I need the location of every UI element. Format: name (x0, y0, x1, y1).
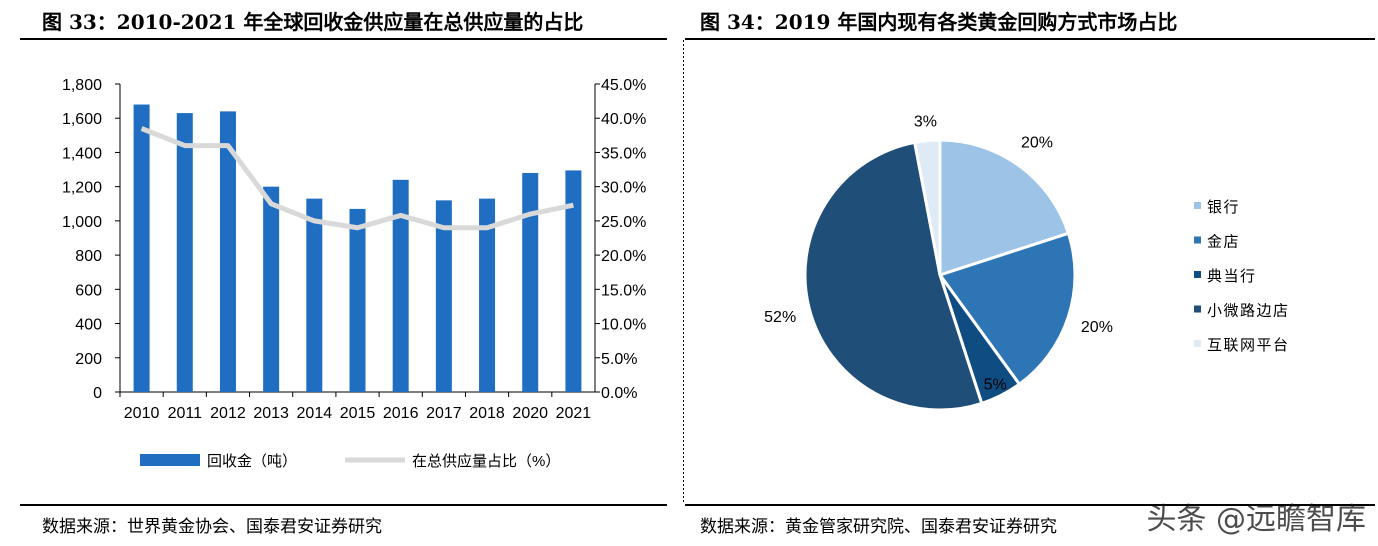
pie-slice (938, 138, 1071, 278)
y-right-tick-label: 15.0% (601, 282, 646, 299)
y-left-tick-label: 800 (75, 248, 102, 265)
y-right-tick-label: 25.0% (601, 214, 646, 231)
x-tick-label: 2021 (556, 405, 592, 422)
share-line (140, 126, 574, 231)
bar (479, 198, 496, 392)
bar (306, 198, 323, 392)
source-note-left: 数据来源：世界黄金协会、国泰君安证券研究 (42, 517, 382, 537)
y-right-tick-label: 30.0% (601, 180, 646, 197)
legend-label-line: 在总供应量占比（%） (412, 452, 560, 470)
y-right-tick-label: 0.0% (601, 385, 637, 402)
legend-label: 银行 (1207, 199, 1240, 216)
y-left-tick-label: 1,800 (62, 77, 102, 94)
legend-swatch (1194, 340, 1201, 347)
bar (435, 200, 452, 392)
y-left-tick-label: 400 (75, 317, 102, 334)
pie-slice (803, 140, 984, 412)
panel-divider (683, 40, 684, 504)
chart-title-left: 图 33：2010-2021 年全球回收金供应量在总供应量的占比 (42, 10, 584, 34)
y-right-tick-label: 5.0% (601, 351, 637, 368)
legend-label: 金店 (1207, 234, 1240, 251)
y-left-tick-label: 600 (75, 282, 102, 299)
pie-slice-label: 20% (1021, 135, 1053, 152)
bar-line-chart: 0 200 400 600 800 1,000 1,200 1,400 1,600 1,800 0.… (62, 77, 646, 470)
chart-title-right: 图 34：2019 年国内现有各类黄金回购方式市场占比 (700, 10, 1178, 34)
y-left-tick-label: 1,200 (62, 180, 102, 197)
y-left-tick-label: 1,600 (62, 111, 102, 128)
bottom-rule-left (20, 504, 667, 506)
bar (219, 111, 236, 392)
bar (522, 172, 539, 392)
pie-slice-label: 20% (1081, 319, 1113, 336)
pie-slice-label: 5% (984, 376, 1007, 393)
x-tick-label: 2012 (210, 405, 246, 422)
legend-swatch (1194, 236, 1201, 244)
x-tick-label: 2017 (426, 405, 462, 422)
y-right-tick-label: 45.0% (601, 77, 646, 94)
legend-swatch (1194, 271, 1201, 278)
x-tick-label: 2020 (512, 405, 548, 422)
x-tick-label: 2013 (253, 405, 289, 422)
legend-label: 典当行 (1207, 268, 1257, 285)
top-rule-left (20, 38, 667, 40)
legend-label: 互联网平台 (1207, 337, 1290, 354)
legend-swatch-bars (140, 454, 200, 466)
legend-label: 小微路边店 (1207, 303, 1290, 320)
legend-swatch (1194, 202, 1201, 209)
y-left-tick-label: 200 (75, 351, 102, 368)
x-tick-label: 2011 (168, 405, 203, 422)
bar (349, 208, 366, 392)
pie-slice (937, 231, 1077, 387)
y-right-tick-label: 20.0% (601, 248, 646, 265)
y-right-tick-label: 35.0% (601, 145, 646, 162)
bar (565, 170, 582, 392)
bar (133, 104, 150, 393)
source-note-right: 数据来源：黄金管家研究院、国泰君安证券研究 (700, 517, 1057, 537)
bar (263, 186, 280, 392)
x-tick-label: 2015 (340, 405, 376, 422)
y-left-tick-label: 0 (93, 385, 102, 402)
y-left-tick-label: 1,000 (62, 214, 102, 231)
x-tick-label: 2018 (469, 405, 505, 422)
bar (176, 113, 193, 392)
bar (392, 179, 409, 392)
pie-slice-label: 52% (764, 309, 796, 326)
legend-swatch (1194, 305, 1201, 313)
pie-slice-label: 3% (914, 114, 937, 131)
x-tick-label: 2014 (297, 405, 333, 422)
y-right-tick-label: 10.0% (601, 317, 646, 334)
pie-slice (912, 138, 942, 276)
x-tick-label: 2010 (124, 405, 160, 422)
y-right-tick-label: 40.0% (601, 111, 646, 128)
bottom-rule-right (685, 504, 1375, 506)
y-left-tick-label: 1,400 (62, 145, 102, 162)
legend-label-bars: 回收金（吨） (207, 453, 297, 470)
top-rule-right (685, 38, 1375, 40)
x-tick-label: 2016 (383, 405, 419, 422)
watermark: 头条 @远瞻智库 (1146, 502, 1366, 537)
